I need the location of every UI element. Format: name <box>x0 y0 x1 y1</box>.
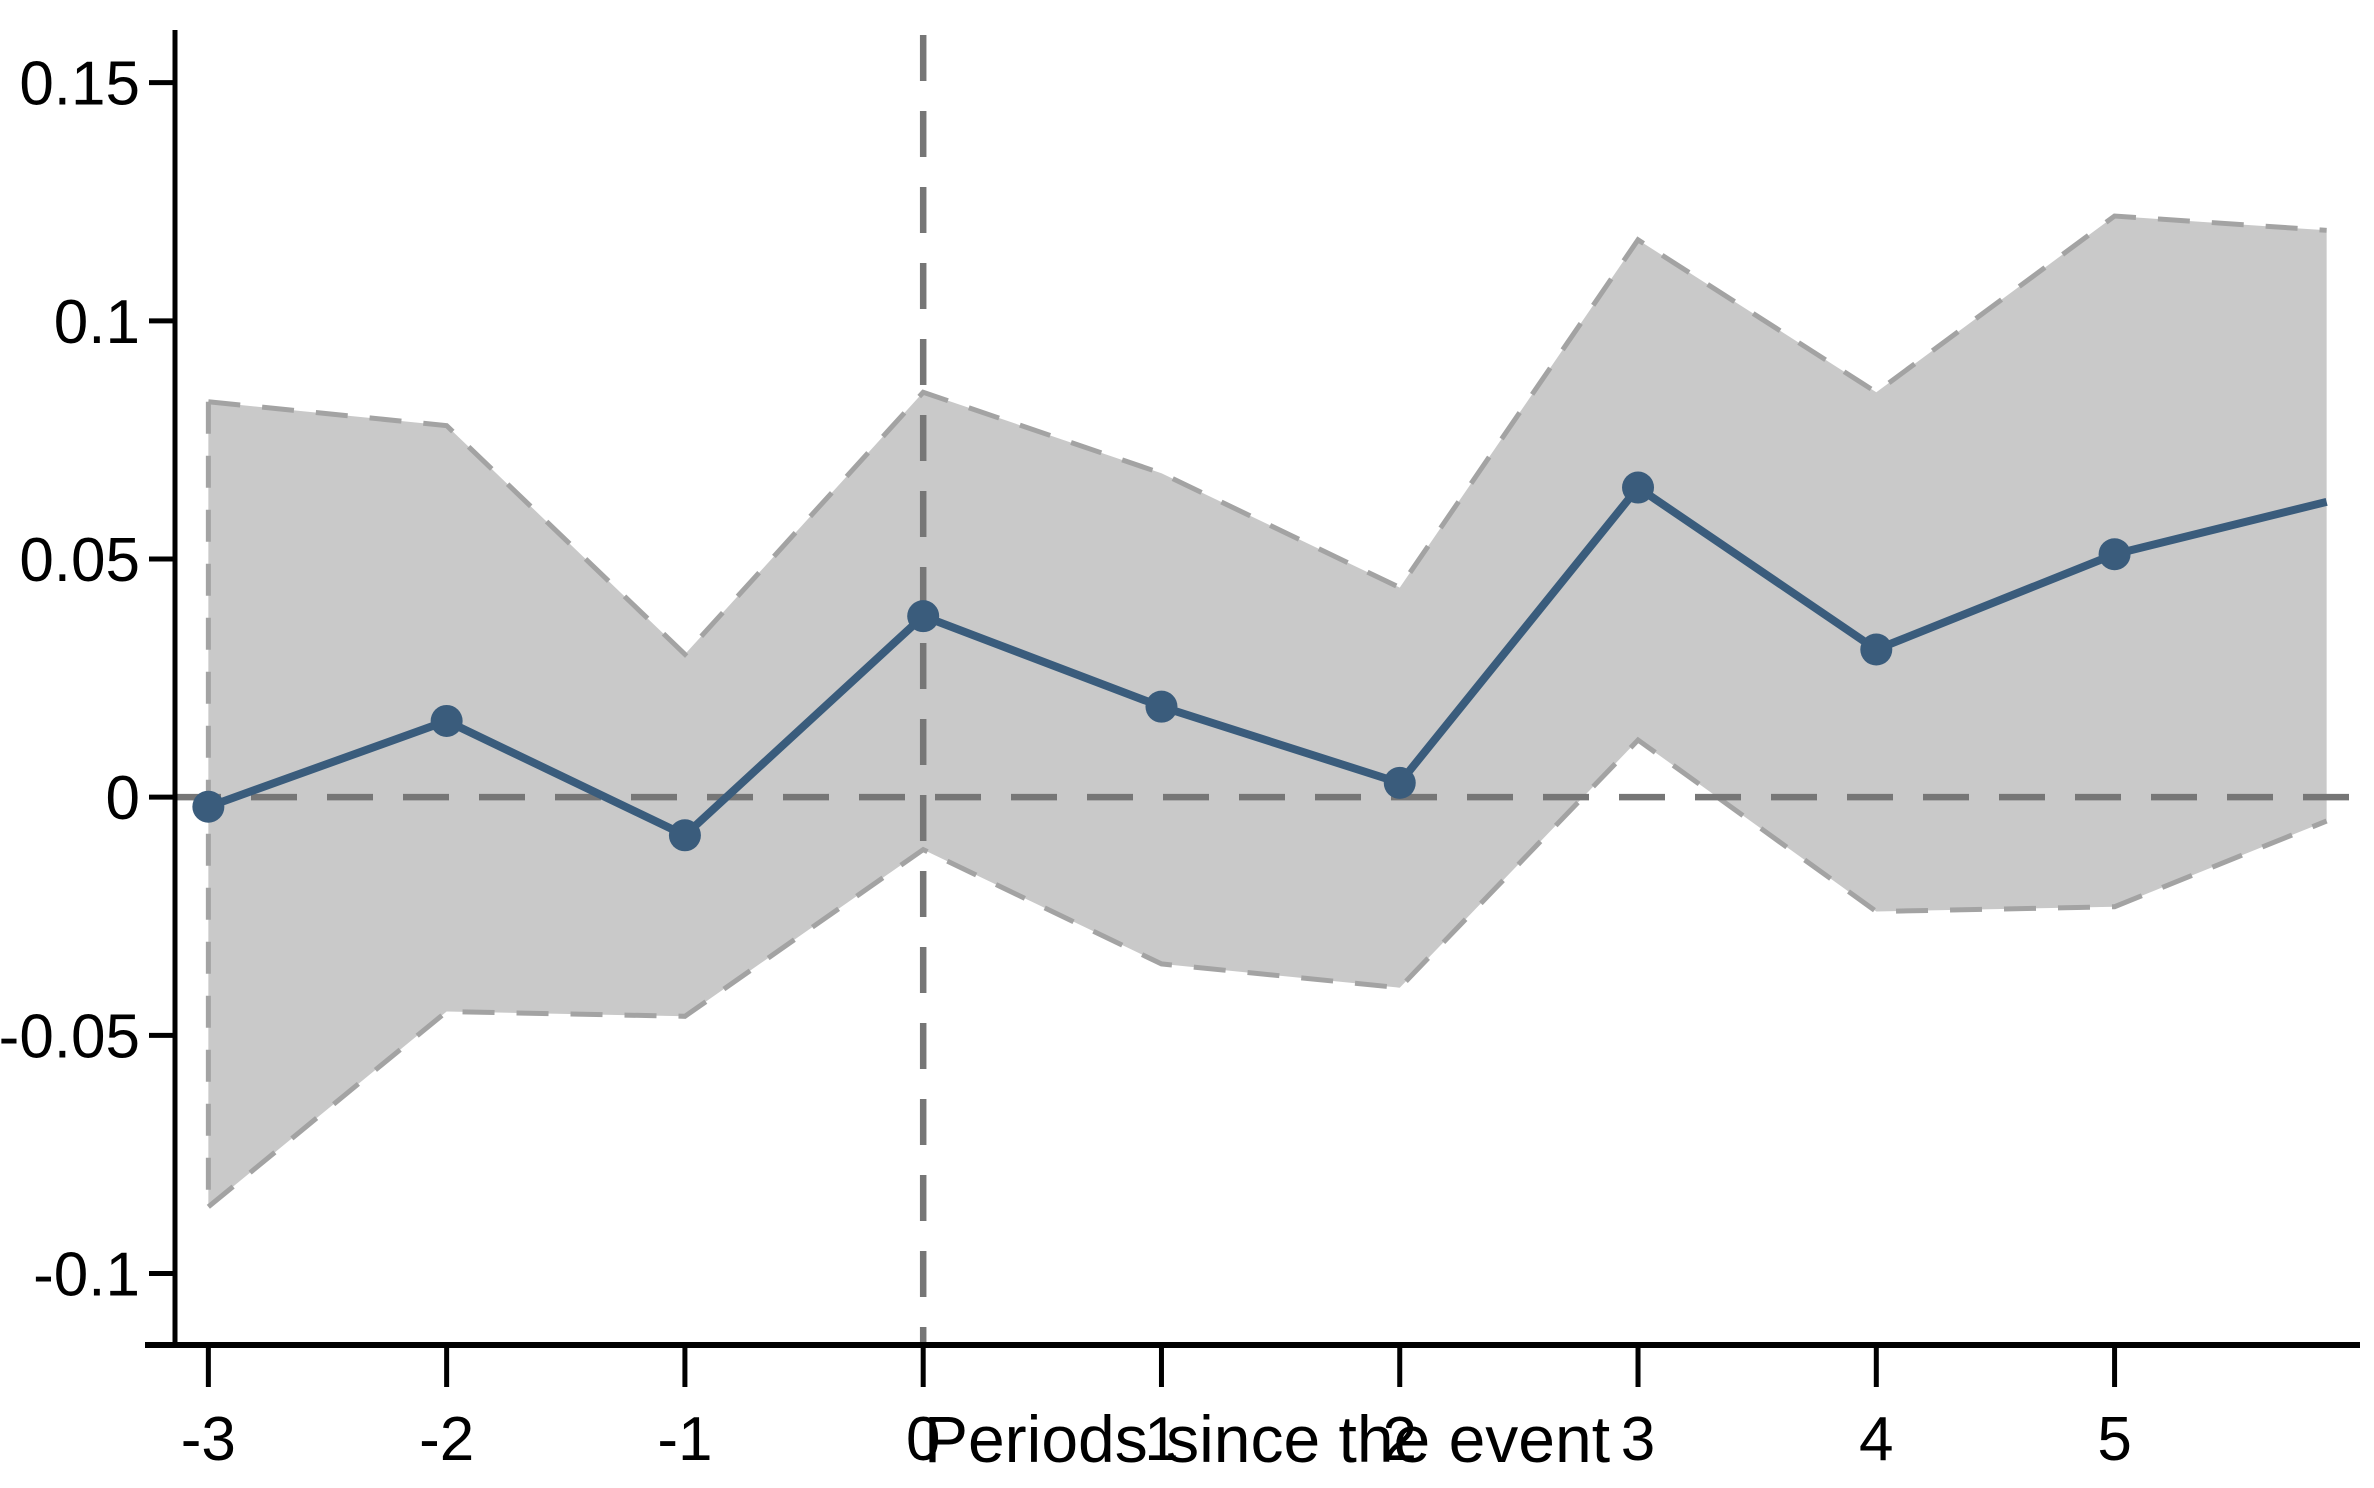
y-tick-label: -0.1 <box>33 1241 140 1310</box>
axes-group <box>145 30 2360 1387</box>
confidence-band-fill <box>208 216 2327 1207</box>
estimate-marker <box>907 600 940 633</box>
estimate-marker <box>1383 766 1416 799</box>
y-tick-label: 0.15 <box>19 50 140 119</box>
x-tick-label: 1 <box>1144 1405 1178 1474</box>
estimate-marker <box>1860 633 1893 666</box>
x-tick-label: 0 <box>906 1405 940 1474</box>
confidence-band-group <box>205 213 2328 1209</box>
y-tick-label: 0.1 <box>54 288 140 357</box>
x-tick-label: 3 <box>1621 1405 1655 1474</box>
y-tick-label: -0.05 <box>0 1002 140 1071</box>
y-tick-label: 0 <box>106 764 140 833</box>
estimate-marker <box>1622 471 1655 504</box>
estimate-line <box>207 483 2328 840</box>
estimate-marker <box>2098 538 2131 571</box>
x-tick-label: -1 <box>657 1405 712 1474</box>
estimate-line-group <box>192 471 2328 852</box>
x-tick-label: 5 <box>2097 1405 2131 1474</box>
y-tick-label: 0.05 <box>19 526 140 595</box>
x-tick-label: -3 <box>181 1405 236 1474</box>
reference-lines-group <box>175 35 2368 1345</box>
tick-labels-group: 0.15 0.1 0.05 0 -0.05 -0.1 -3 -2 -1 0 1 2 3 4 5 <box>0 50 2132 1474</box>
x-tick-label: 2 <box>1383 1405 1417 1474</box>
x-axis-title: Periods since the event <box>924 1402 1610 1476</box>
estimate-marker <box>668 819 701 852</box>
estimate-marker <box>430 704 463 737</box>
estimate-marker <box>1145 690 1178 723</box>
confidence-band-upper-border <box>208 213 2327 658</box>
x-tick-label: 4 <box>1859 1405 1893 1474</box>
estimate-marker <box>192 790 225 823</box>
x-tick-label: -2 <box>419 1405 474 1474</box>
